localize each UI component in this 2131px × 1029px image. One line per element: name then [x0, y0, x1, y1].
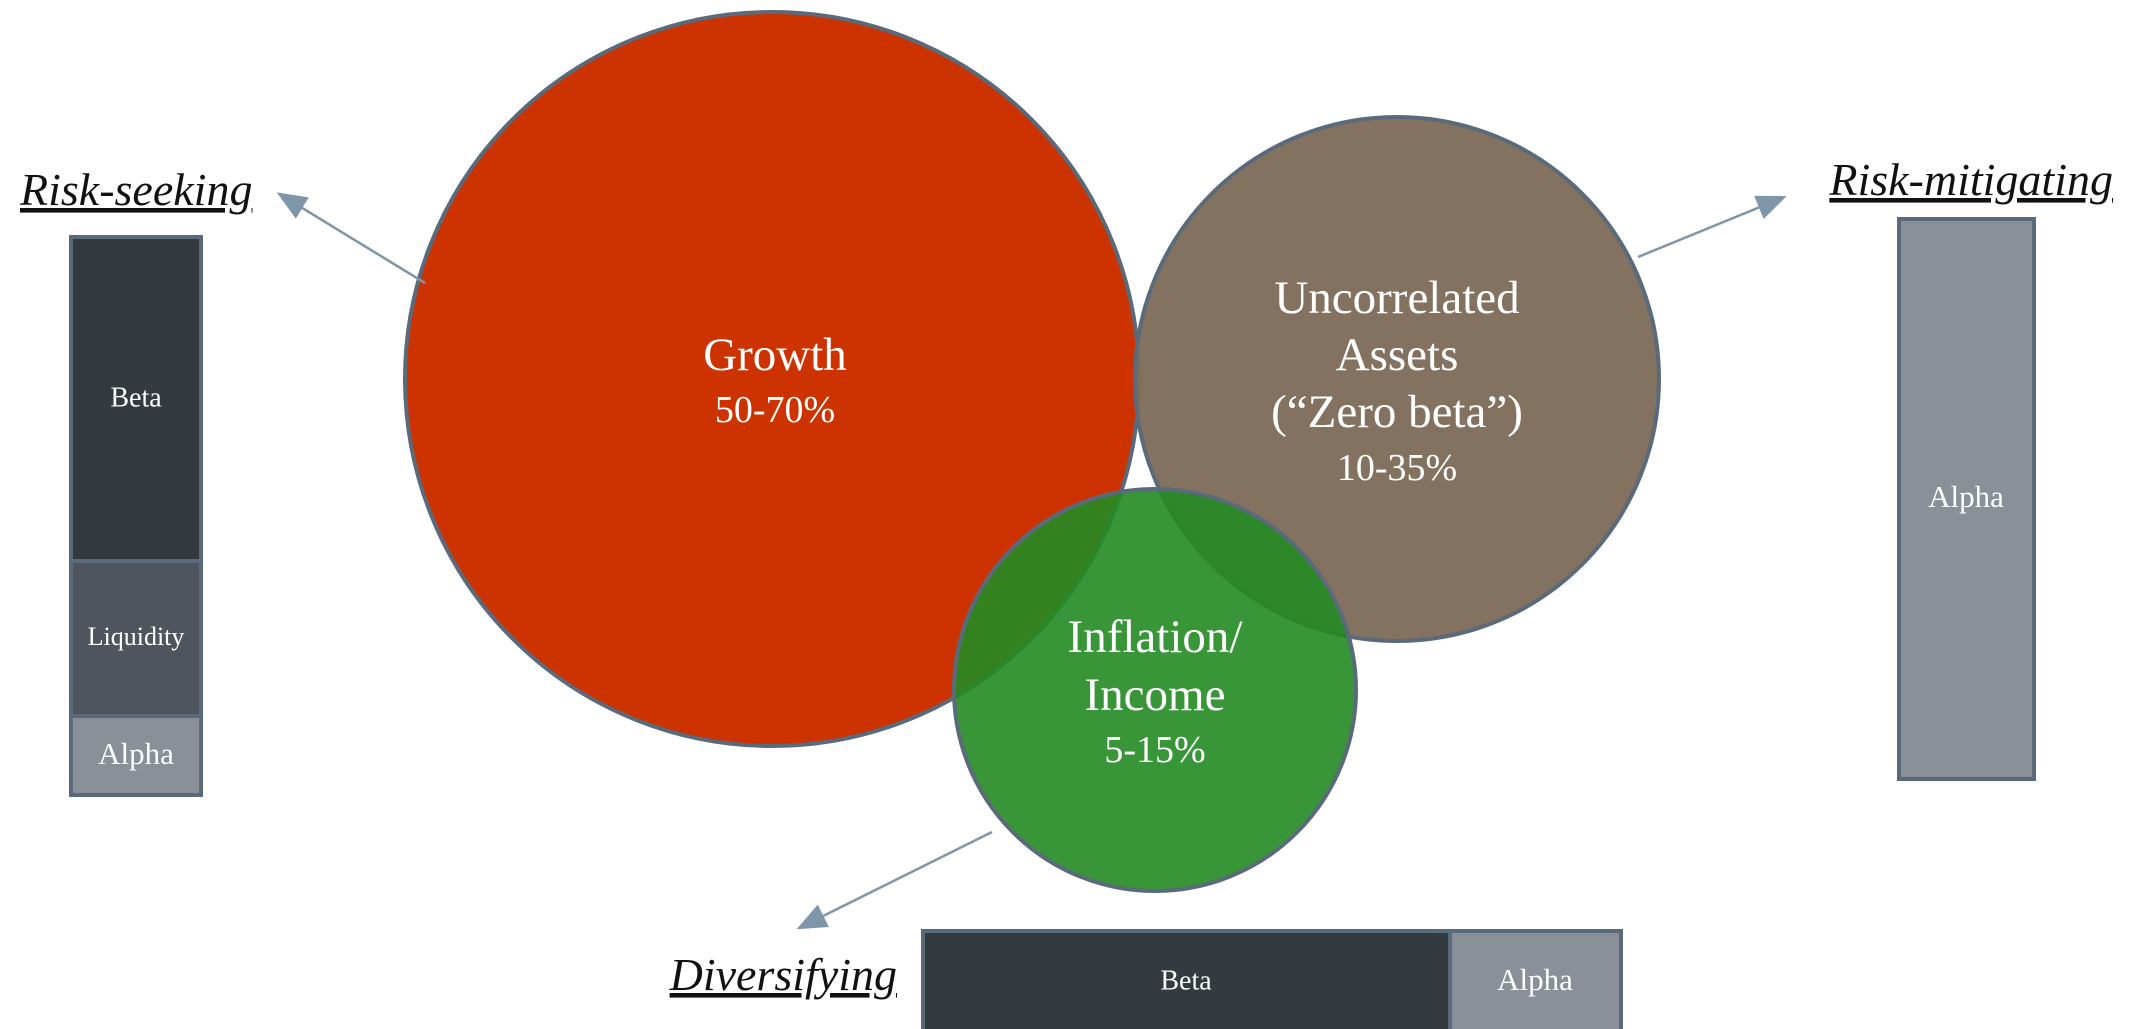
circle-label: Uncorrelated [1274, 272, 1519, 324]
bar-label: Beta [110, 382, 162, 413]
risk-seeking-title: Risk-seeking [19, 164, 252, 215]
arrow [796, 830, 993, 930]
circle-range: 5-15% [1104, 729, 1205, 771]
bar-segment [921, 929, 1452, 1029]
bar-segment [69, 235, 203, 563]
risk-mitigating-title: Risk-mitigating [1828, 154, 2113, 205]
circle-range: 50-70% [715, 389, 835, 431]
circle-label: Income [1085, 669, 1226, 721]
circle-label: Inflation/ [1068, 611, 1244, 663]
diversifying-bar [921, 929, 1623, 1029]
bar-label: Alpha [1497, 962, 1573, 997]
risk-mitigating-bar [1897, 217, 2036, 781]
bar-label: Liquidity [88, 622, 185, 651]
bar-label: Alpha [98, 736, 174, 771]
bar-label: Beta [1160, 965, 1212, 996]
bar-segment [69, 714, 203, 797]
circle-label: (“Zero beta”) [1271, 386, 1523, 438]
arrow [1637, 195, 1787, 259]
inflation-circle [952, 487, 1358, 893]
circle-range: 10-35% [1337, 447, 1457, 489]
uncorrelated-circle [1133, 115, 1661, 643]
bar-label: Alpha [1928, 479, 2004, 514]
circle-label: Assets [1336, 329, 1459, 381]
bar-segment [1448, 929, 1623, 1029]
circle-label: Growth [703, 329, 847, 381]
arrow [276, 192, 426, 285]
diversifying-title: Diversifying [669, 949, 897, 1000]
risk-seeking-bar [69, 235, 203, 797]
